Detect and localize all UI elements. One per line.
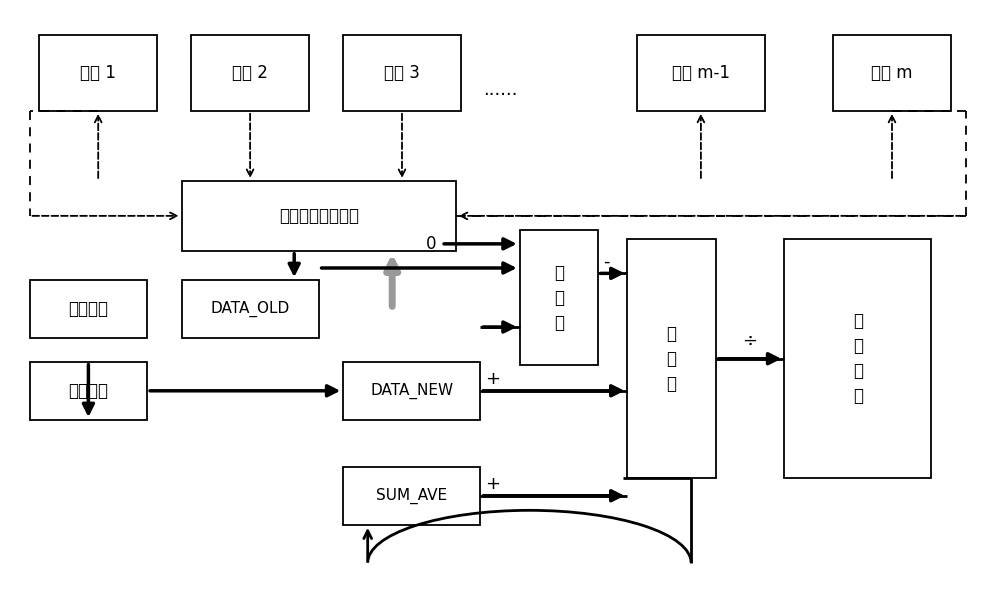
Bar xyxy=(784,239,931,478)
Bar xyxy=(343,466,480,525)
Text: +: + xyxy=(485,475,500,493)
Bar xyxy=(833,35,951,111)
Text: DATA_OLD: DATA_OLD xyxy=(210,301,290,317)
Text: ÷: ÷ xyxy=(742,332,757,350)
Text: 0: 0 xyxy=(426,235,436,253)
Bar xyxy=(627,239,716,478)
Bar xyxy=(30,362,147,420)
Text: ......: ...... xyxy=(483,82,517,99)
Text: 储存 m-1: 储存 m-1 xyxy=(672,64,730,82)
Text: DATA_NEW: DATA_NEW xyxy=(370,383,453,399)
Text: 储存 2: 储存 2 xyxy=(232,64,268,82)
Bar xyxy=(343,35,461,111)
Bar xyxy=(182,181,456,251)
Bar xyxy=(182,280,319,339)
Bar xyxy=(39,35,157,111)
Text: 分段读写控制模块: 分段读写控制模块 xyxy=(279,207,359,225)
Text: 储存 m: 储存 m xyxy=(871,64,913,82)
Bar xyxy=(30,280,147,339)
Text: +: + xyxy=(485,370,500,388)
Text: 平
均
输
出: 平 均 输 出 xyxy=(853,312,863,405)
Text: 储存 1: 储存 1 xyxy=(80,64,116,82)
Bar xyxy=(191,35,309,111)
Bar xyxy=(343,362,480,420)
Bar xyxy=(637,35,765,111)
Bar xyxy=(520,230,598,365)
Text: 储存 3: 储存 3 xyxy=(384,64,420,82)
Text: 加
法
器: 加 法 器 xyxy=(666,325,676,393)
Text: 数据处理: 数据处理 xyxy=(68,300,108,318)
Text: SUM_AVE: SUM_AVE xyxy=(376,488,447,504)
Text: 二
选
一: 二 选 一 xyxy=(554,264,564,331)
Text: 新帧数据: 新帧数据 xyxy=(68,382,108,400)
Text: -: - xyxy=(603,252,609,271)
